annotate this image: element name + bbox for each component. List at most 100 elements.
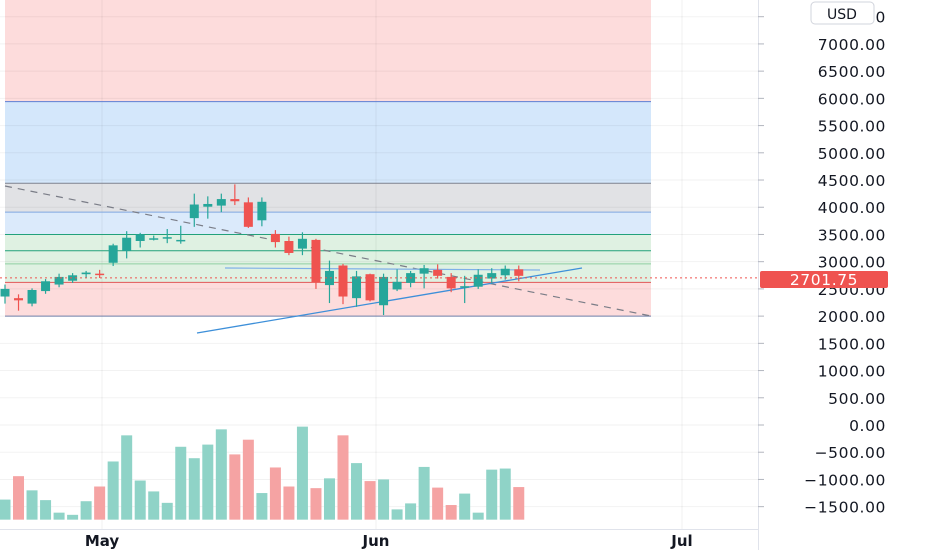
candle-33 — [446, 273, 456, 293]
volume-bar-23 — [310, 488, 322, 520]
candle-body-2 — [27, 289, 37, 304]
candle-body-35 — [473, 274, 483, 287]
candle-17 — [230, 184, 240, 206]
candle-36 — [487, 268, 497, 284]
volume-bar-19 — [256, 493, 268, 520]
candle-body-13 — [176, 239, 186, 242]
candle-11 — [149, 235, 159, 241]
price-axis[interactable]: 7500.007000.006500.006000.005500.005000.… — [758, 9, 886, 517]
price-label-9: 3000.00 — [818, 254, 886, 272]
time-label-may: May — [85, 532, 120, 550]
candle-body-25 — [338, 265, 348, 297]
candle-body-3 — [41, 281, 51, 292]
candle-body-18 — [243, 202, 253, 227]
volume-bar-12 — [161, 502, 173, 520]
volume-bar-14 — [188, 458, 200, 520]
candle-1 — [14, 294, 24, 311]
volume-bar-28 — [378, 479, 390, 520]
price-label-11: 2000.00 — [818, 308, 886, 326]
last-price-badge-box — [760, 271, 888, 288]
candle-body-21 — [284, 240, 294, 253]
zone-0 — [5, 0, 651, 102]
candle-body-20 — [270, 233, 280, 243]
candle-5 — [68, 273, 78, 283]
price-label-1: 7000.00 — [818, 36, 886, 54]
price-label-6: 4500.00 — [818, 172, 886, 190]
last-price-value: 2701.75 — [790, 271, 858, 289]
volume-bar-6 — [80, 501, 92, 520]
price-label-8: 3500.00 — [818, 226, 886, 244]
candle-14 — [189, 193, 199, 227]
volume-bar-3 — [40, 500, 52, 520]
trend-lines[interactable] — [4, 185, 652, 334]
candle-body-29 — [392, 281, 402, 290]
candle-body-23 — [311, 239, 321, 283]
time-axis[interactable]: May Jun Jul — [85, 532, 693, 550]
candle-18 — [243, 197, 253, 228]
candle-24 — [324, 260, 334, 304]
last-price-badge: 2701.75 — [760, 271, 888, 289]
zone-3 — [5, 212, 651, 235]
volume-bar-21 — [283, 486, 295, 520]
price-label-7: 4000.00 — [818, 199, 886, 217]
candle-body-7 — [95, 273, 105, 276]
candle-body-24 — [324, 270, 334, 286]
volume-bar-34 — [459, 493, 471, 520]
price-label-17: −1000.00 — [804, 471, 886, 489]
candle-body-10 — [135, 234, 145, 241]
horizontal-ray — [224, 267, 541, 271]
price-label-5: 5000.00 — [818, 145, 886, 163]
candle-body-12 — [162, 237, 172, 239]
candle-body-11 — [149, 238, 159, 240]
candlesticks — [0, 184, 524, 316]
candle-16 — [216, 193, 226, 213]
volume-bar-33 — [445, 505, 457, 520]
volume-bars — [0, 426, 525, 520]
time-label-jul: Jul — [670, 532, 692, 550]
volume-bar-38 — [513, 487, 525, 520]
volume-bar-24 — [323, 478, 335, 520]
candle-body-27 — [365, 274, 375, 301]
volume-bar-5 — [67, 514, 79, 520]
volume-bar-27 — [364, 481, 376, 520]
volume-bar-30 — [405, 503, 417, 520]
volume-bar-37 — [499, 468, 511, 520]
candle-body-32 — [433, 269, 443, 276]
volume-bar-15 — [202, 444, 214, 520]
candle-body-19 — [257, 201, 267, 221]
candle-26 — [352, 270, 362, 307]
candle-21 — [284, 236, 294, 256]
currency-label[interactable]: USD — [827, 7, 857, 23]
volume-bar-25 — [337, 435, 349, 520]
price-label-14: 500.00 — [828, 390, 886, 408]
candle-body-33 — [446, 276, 456, 289]
candle-body-31 — [419, 268, 429, 274]
volume-bar-18 — [242, 439, 254, 520]
candle-25 — [338, 263, 348, 305]
volume-bar-36 — [486, 469, 498, 520]
candle-body-8 — [108, 245, 118, 263]
volume-bar-17 — [229, 454, 241, 520]
candle-22 — [297, 232, 307, 256]
candle-9 — [122, 231, 132, 259]
candle-15 — [203, 196, 213, 219]
volume-bar-7 — [94, 486, 106, 520]
volume-bar-8 — [107, 461, 119, 520]
candle-4 — [54, 273, 64, 288]
candle-37 — [500, 265, 510, 280]
currency-badge-box[interactable] — [810, 1, 875, 25]
volume-bar-13 — [175, 446, 187, 520]
candle-3 — [41, 279, 51, 294]
candle-body-22 — [297, 238, 307, 249]
candle-19 — [257, 197, 267, 227]
price-label-2: 6500.00 — [818, 63, 886, 81]
volume-bar-20 — [269, 467, 281, 520]
candle-body-26 — [352, 276, 362, 299]
currency-badge[interactable]: USD — [810, 1, 875, 25]
price-label-16: −500.00 — [815, 444, 886, 462]
price-label-4: 5500.00 — [818, 118, 886, 136]
zone-1 — [5, 101, 651, 184]
candle-13 — [176, 225, 186, 244]
volume-bar-31 — [418, 466, 430, 520]
